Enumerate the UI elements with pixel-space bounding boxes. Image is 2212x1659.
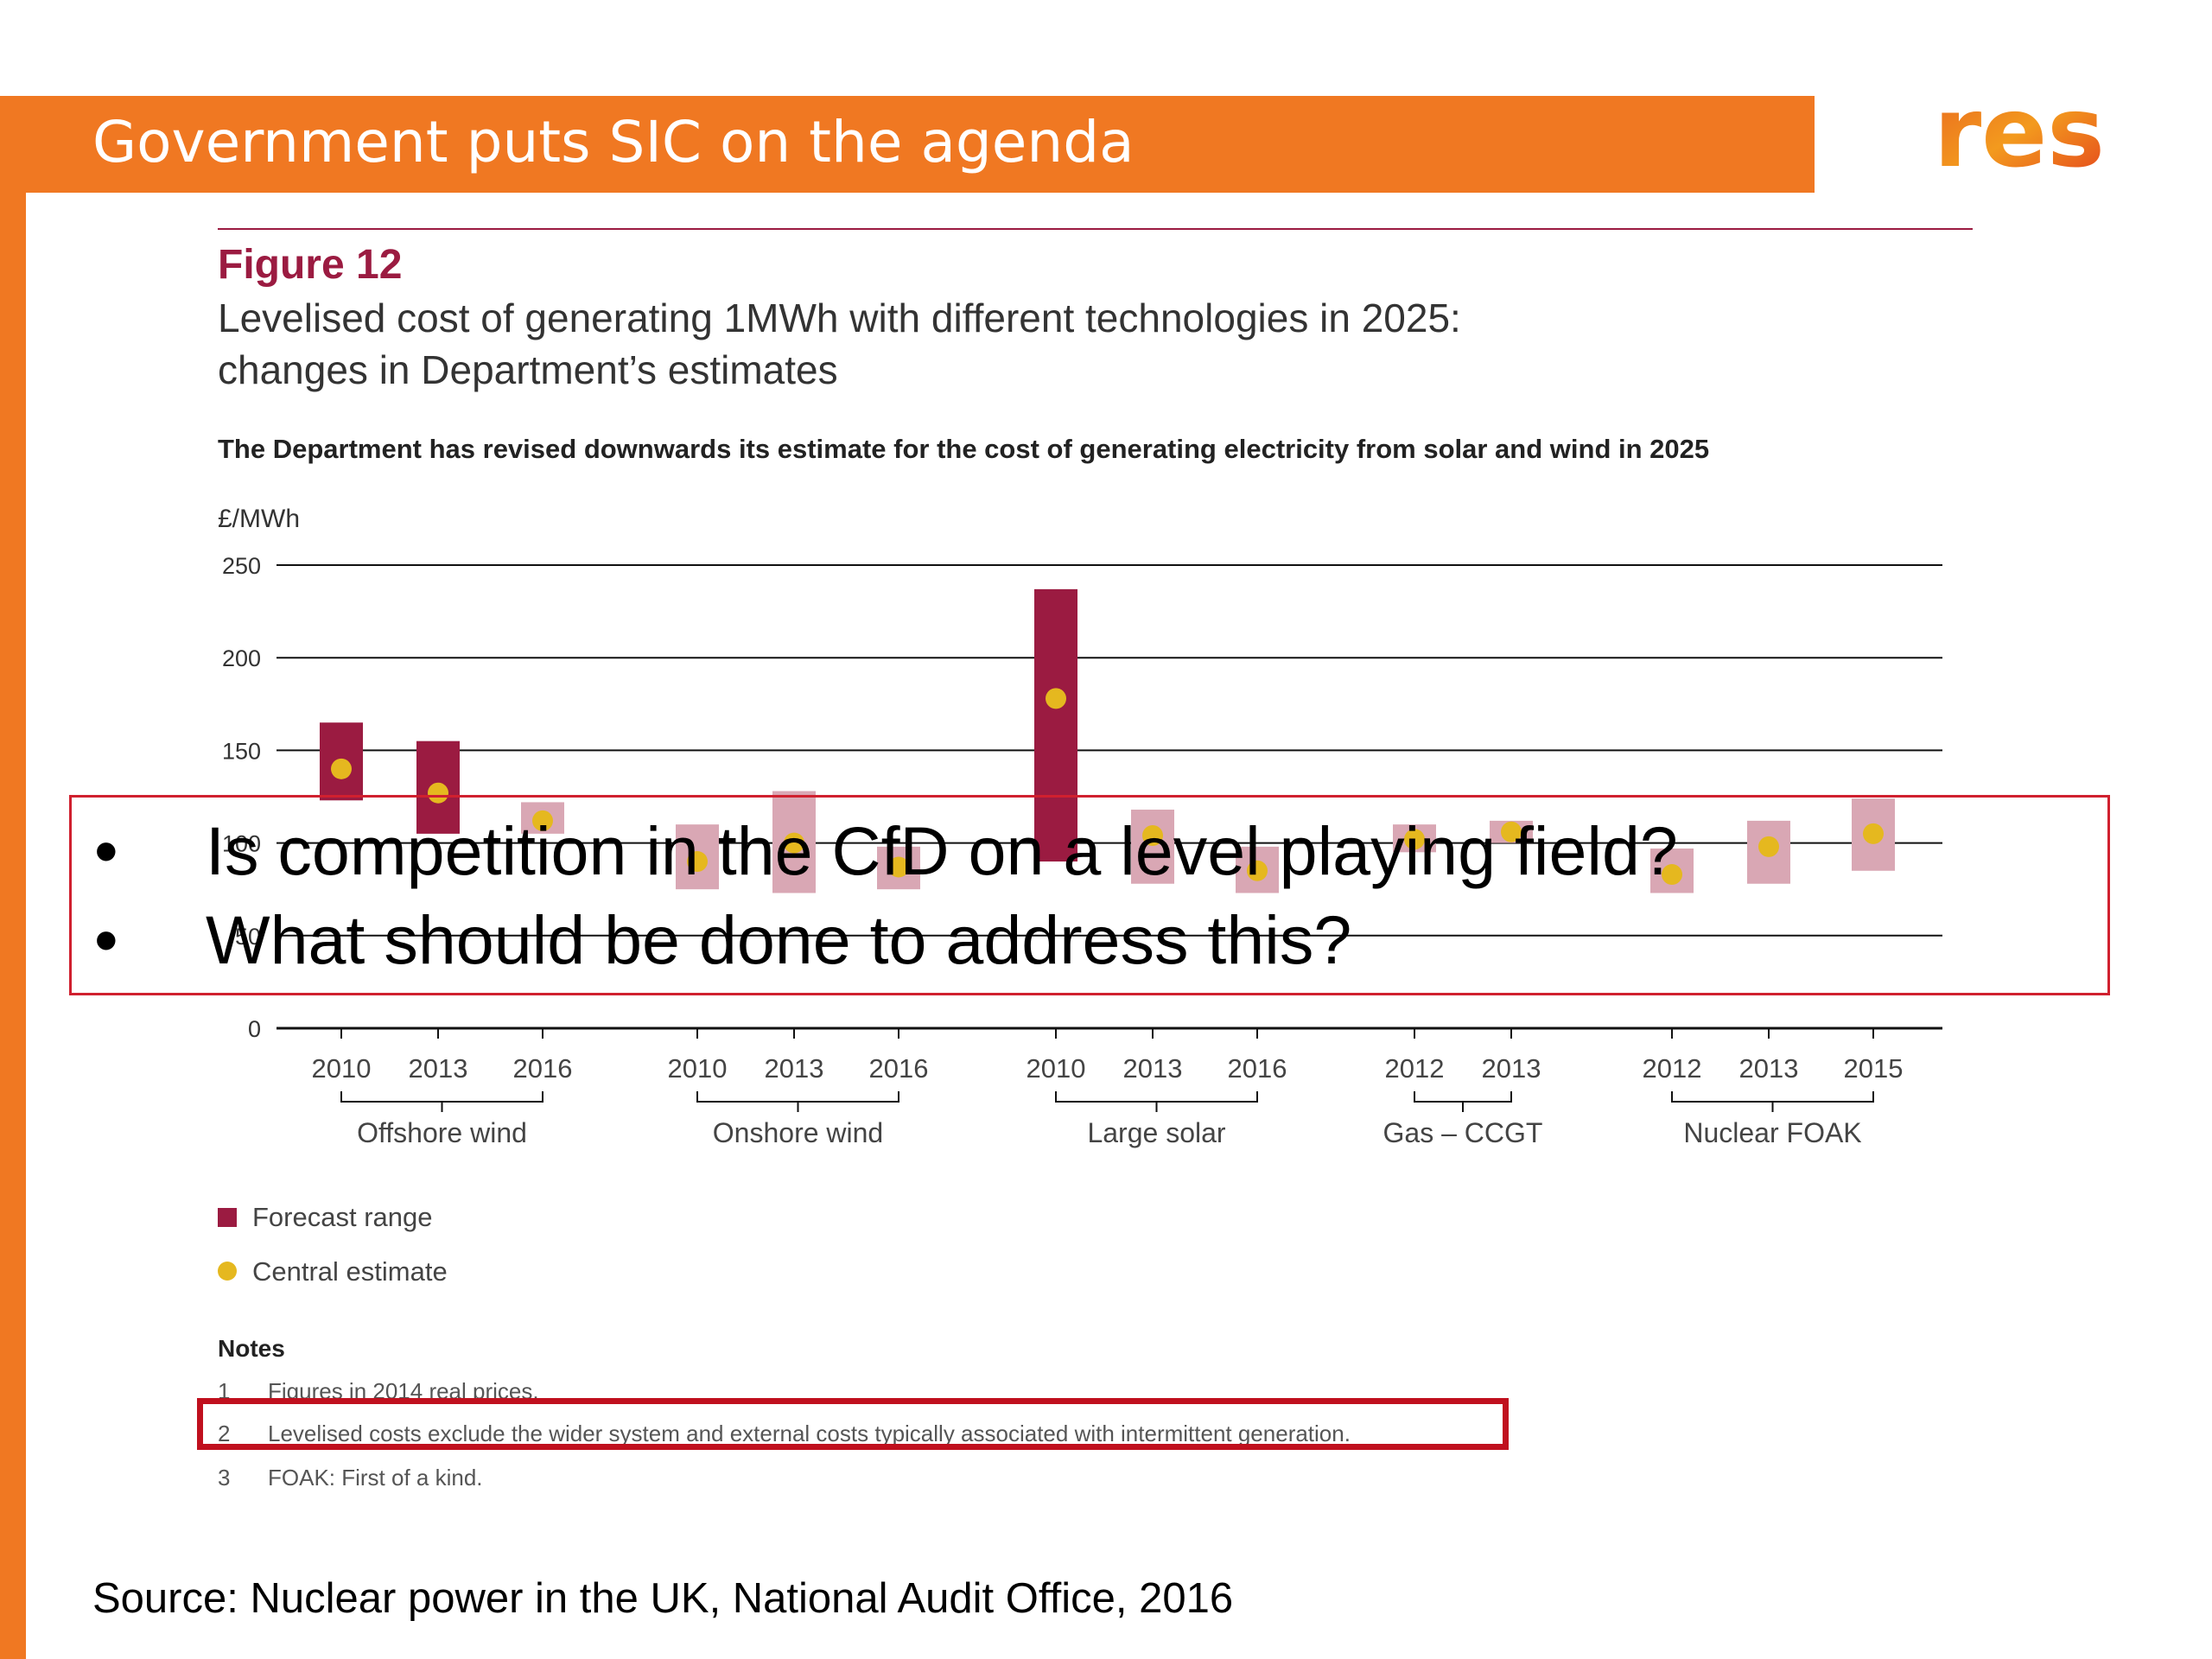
forecast-range-bars [320,588,1895,893]
x-tick-label: 2012 [1643,1053,1702,1084]
group-label: Nuclear FOAK [1683,1117,1861,1148]
legend-label-forecast-range: Forecast range [252,1202,433,1232]
y-tick-label: 100 [222,831,261,857]
group-label: Onshore wind [713,1117,883,1148]
x-tick-label: 2015 [1844,1053,1904,1084]
x-tick-label: 2010 [1027,1053,1086,1084]
group-bracket [696,1091,899,1112]
legend-label-central-estimate: Central estimate [252,1256,448,1287]
gridlines: 0 50 100 150 200 250 [222,553,1942,1042]
res-logo: res [1934,79,2105,183]
slide-title: Government puts SIC on the agenda [92,109,1135,175]
x-tick-label: 2013 [1739,1053,1799,1084]
question-box: • Is competition in the CfD on a level p… [69,795,2110,995]
figure-subtitle: The Department has revised downwards its… [218,434,1709,464]
group-label: Gas – CCGT [1383,1117,1543,1148]
central-estimate-dot [888,856,909,878]
note-1-number: 1 [218,1378,230,1404]
question-2: What should be done to address this? [206,901,1352,978]
notes-title: Notes [218,1335,285,1362]
note-2-number: 2 [218,1421,230,1446]
legend-swatch-central-estimate [218,1262,237,1281]
x-tick-label: 2013 [1123,1053,1183,1084]
note-3-number: 3 [218,1465,230,1491]
figure-title-line2: changes in Department’s estimates [218,347,838,392]
title-bar [0,96,1815,193]
y-tick-label: 150 [222,738,261,764]
forecast-range-bar [1034,588,1077,862]
left-accent-bar [0,96,26,1659]
x-tick-label: 2013 [1482,1053,1541,1084]
x-tick-label: 2016 [1228,1053,1287,1084]
central-estimate-dot [1247,860,1268,881]
legend-swatch-forecast-range [218,1208,237,1227]
central-estimate-dot [784,832,804,854]
central-estimate-dot [532,810,553,831]
y-axis-unit: £/MWh [218,505,300,533]
group-label: Offshore wind [357,1117,527,1148]
central-estimate-dot [687,851,708,873]
central-estimate-dots [331,688,1884,886]
central-estimate-dot [428,782,448,804]
x-tick-label: 2012 [1385,1053,1445,1084]
forecast-range-bar [1131,810,1174,884]
bullet: • [94,901,118,978]
x-tick-label: 2016 [513,1053,573,1084]
bullet: • [94,812,118,889]
group-bracket [1414,1091,1512,1112]
figure-title-line1: Levelised cost of generating 1MWh with d… [218,296,1461,340]
x-tick-label: 2010 [668,1053,728,1084]
central-estimate-dot [1046,688,1066,709]
x-axis: 2010 2013 2016 Offshore wind 2010 2013 2016 Ons… [312,1028,1904,1148]
y-tick-label: 200 [222,645,261,671]
x-tick-label: 2013 [409,1053,468,1084]
central-estimate-dot [1142,825,1163,847]
y-tick-label: 250 [222,553,261,579]
central-estimate-dot [1404,829,1425,850]
central-estimate-dot [331,758,352,779]
group-bracket [340,1091,543,1112]
question-1: Is competition in the CfD on a level pla… [206,812,1678,889]
central-estimate-dot [1758,836,1779,857]
group-label: Large solar [1087,1117,1225,1148]
logo-text: res [1934,79,2105,183]
x-tick-label: 2010 [312,1053,372,1084]
source-citation: Source: Nuclear power in the UK, Nationa… [92,1575,1234,1622]
note-2-text: Levelised costs exclude the wider system… [268,1421,1351,1446]
note-3-text: FOAK: First of a kind. [268,1465,483,1491]
group-bracket [1055,1091,1258,1112]
central-estimate-dot [1662,864,1682,886]
central-estimate-dot [1863,823,1884,844]
y-tick-label: 0 [248,1016,261,1042]
y-tick-label: 50 [235,924,261,950]
note-2-highlight-box [197,1398,1509,1450]
group-bracket [1671,1091,1874,1112]
x-tick-label: 2013 [765,1053,824,1084]
central-estimate-dot [1501,821,1522,842]
x-tick-label: 2016 [869,1053,929,1084]
figure-label: Figure 12 [218,242,402,288]
